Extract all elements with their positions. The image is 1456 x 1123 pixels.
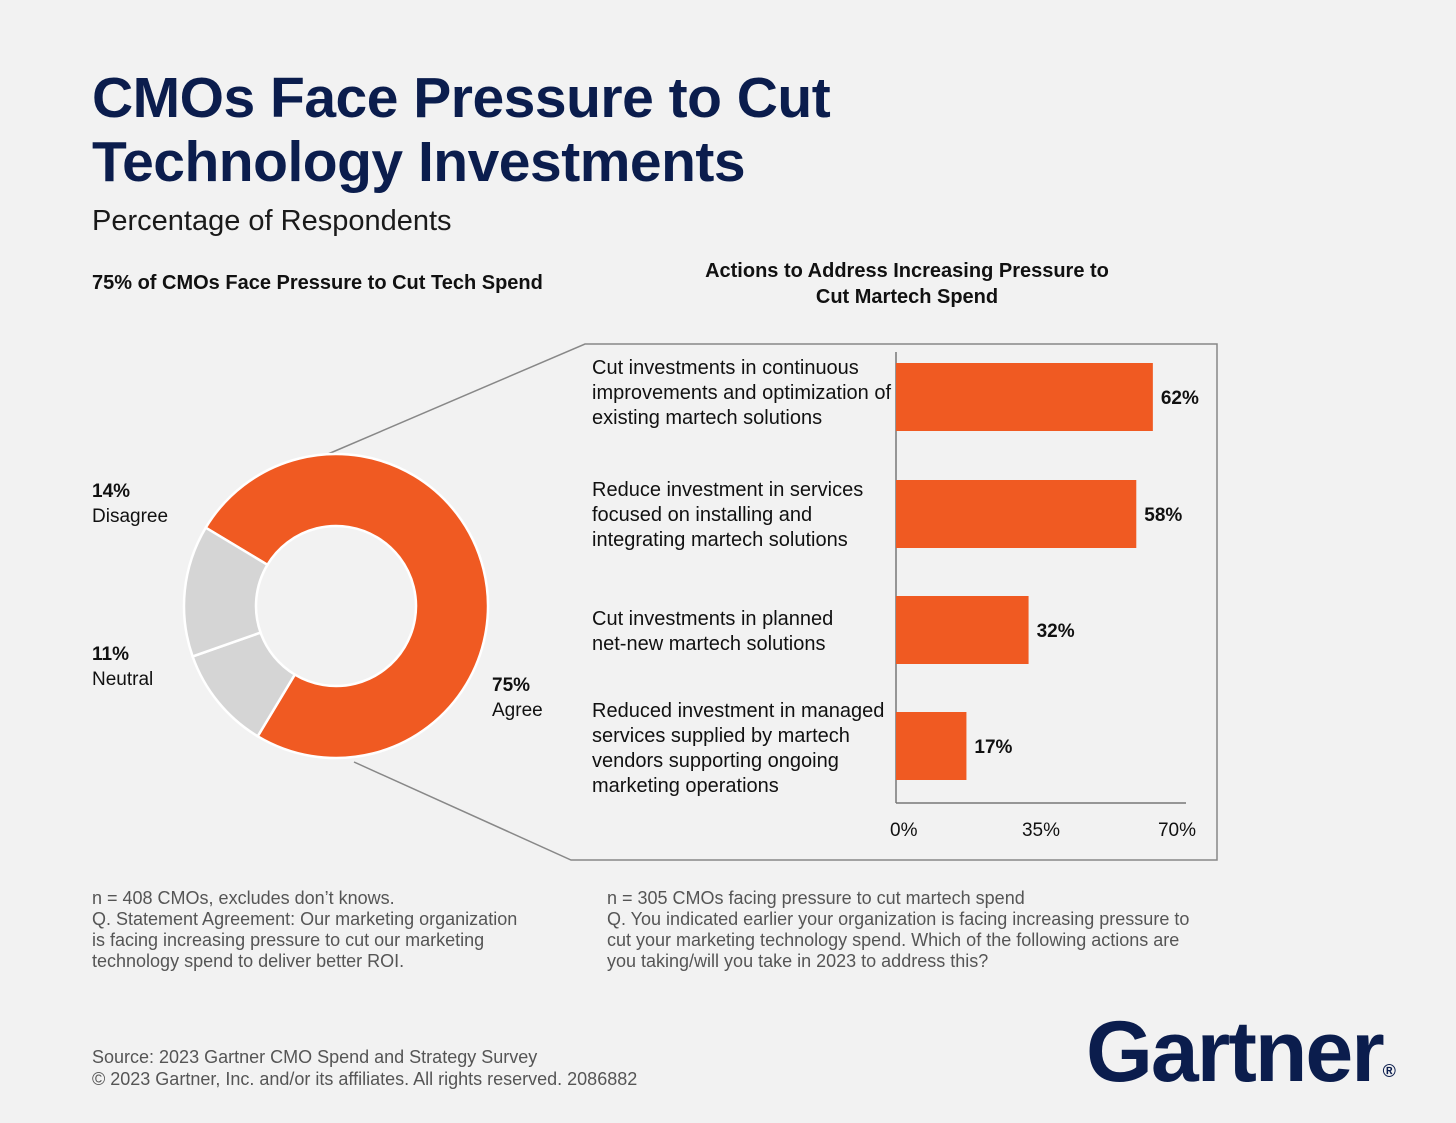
- bar: [896, 363, 1153, 431]
- bar-chart-title: Actions to Address Increasing Pressure t…: [705, 260, 1109, 308]
- note-line: n = 408 CMOs, excludes don’t knows.: [92, 888, 395, 908]
- registered-mark: ®: [1382, 1061, 1396, 1081]
- note-line: is facing increasing pressure to cut our…: [92, 930, 485, 950]
- bar-category-label: Cut investments in continuous improvemen…: [592, 357, 892, 429]
- bar-chart: 62% 58% 32% 17% 0% 35% 70%: [890, 352, 1199, 841]
- bar: [896, 480, 1137, 548]
- note-line: cut your marketing technology spend. Whi…: [607, 930, 1180, 950]
- donut-label-agree: 75% Agree: [492, 673, 543, 723]
- gartner-logo: Gartner®: [1086, 1002, 1396, 1121]
- donut-chart: [182, 452, 490, 760]
- donut-category-agree: Agree: [492, 700, 543, 721]
- bar-value-label: 58%: [1144, 505, 1182, 526]
- x-tick-label: 0%: [890, 820, 918, 841]
- left-chart-note: n = 408 CMOs, excludes don’t knows. Q. S…: [92, 888, 517, 972]
- donut-label-neutral: 11% Neutral: [92, 642, 153, 692]
- note-line: you taking/will you take in 2023 to addr…: [607, 951, 989, 971]
- bar-value-label: 62%: [1161, 388, 1199, 409]
- source-note: Source: 2023 Gartner CMO Spend and Strat…: [92, 1046, 637, 1090]
- right-chart-note: n = 305 CMOs facing pressure to cut mart…: [607, 888, 1189, 972]
- donut-slice-agree: [203, 452, 490, 760]
- bar-category-label: Reduced investment in managed services s…: [592, 700, 885, 797]
- bar-category-label: Reduce investment in services focused on…: [592, 479, 864, 551]
- donut-value-agree: 75%: [492, 675, 531, 696]
- note-line: technology spend to deliver better ROI.: [92, 951, 405, 971]
- bar-value-label: 32%: [1037, 621, 1075, 642]
- callout-frame: [327, 343, 1218, 861]
- source-line: Source: 2023 Gartner CMO Spend and Strat…: [92, 1047, 538, 1067]
- donut-value-neutral: 11%: [92, 644, 129, 665]
- donut-category-disagree: Disagree: [92, 506, 169, 527]
- donut-label-disagree: 14% Disagree: [92, 479, 168, 529]
- bar: [896, 596, 1029, 664]
- donut-slice-disagree: [182, 525, 270, 659]
- note-line: Q. Statement Agreement: Our marketing or…: [92, 909, 518, 929]
- page-title: CMOs Face Pressure to Cut Technology Inv…: [92, 66, 831, 194]
- donut-value-disagree: 14%: [92, 481, 131, 502]
- note-line: Q. You indicated earlier your organizati…: [607, 909, 1190, 929]
- logo-text: Gartner: [1086, 1004, 1385, 1100]
- x-tick-label: 70%: [1158, 820, 1196, 841]
- page-subtitle: Percentage of Respondents: [92, 205, 452, 237]
- note-line: n = 305 CMOs facing pressure to cut mart…: [607, 888, 1025, 908]
- x-tick-label: 35%: [1022, 820, 1060, 841]
- donut-category-neutral: Neutral: [92, 669, 154, 690]
- bar-value-label: 17%: [974, 737, 1012, 758]
- bar-category-label: Cut investments in planned net-new marte…: [592, 608, 834, 655]
- copyright-line: © 2023 Gartner, Inc. and/or its affiliat…: [92, 1069, 638, 1089]
- bar: [896, 712, 967, 780]
- donut-chart-title: 75% of CMOs Face Pressure to Cut Tech Sp…: [92, 272, 543, 294]
